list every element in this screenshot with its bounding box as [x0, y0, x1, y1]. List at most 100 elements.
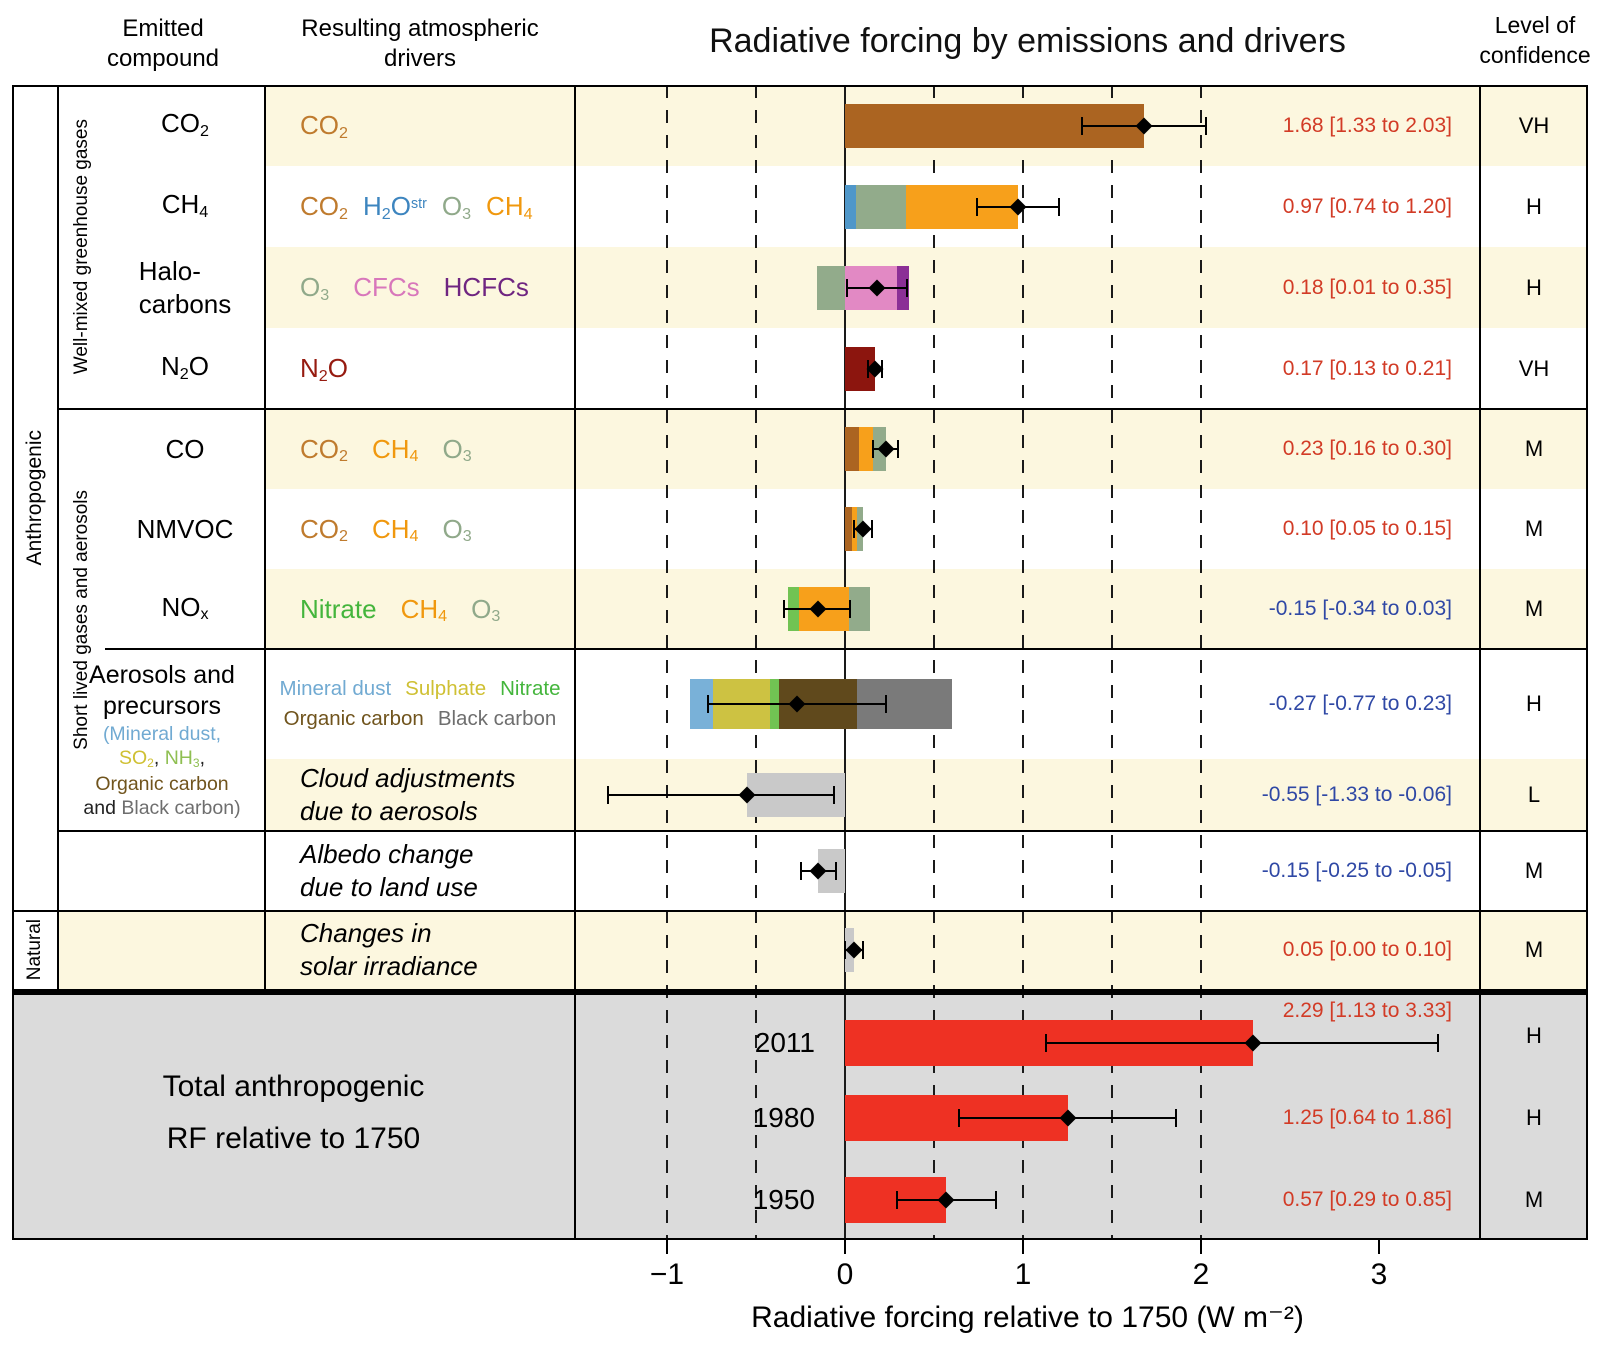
error-bar-cap — [849, 600, 852, 618]
forcing-value: 1.25 [0.64 to 1.86] — [1282, 1106, 1452, 1129]
error-bar-cap — [833, 786, 836, 804]
row-highlight-band — [265, 569, 1588, 649]
total-section-label: Total anthropogenic RF relative to 1750 — [12, 1048, 575, 1178]
error-bar-cap — [844, 941, 846, 959]
error-bar-cap — [872, 440, 875, 458]
row-highlight-band — [265, 409, 1588, 489]
compound-label: Halo-carbons — [138, 255, 232, 319]
gridline — [666, 85, 668, 1240]
driver-labels: Mineral dust Sulphate Nitrate Organic carbo… — [265, 649, 575, 759]
compound-detail-line: SO2, NH3, — [118, 747, 206, 770]
divider-line — [574, 85, 576, 1240]
divider-line — [264, 85, 266, 989]
group-label-well-mixed: Well-mixed greenhouse gases — [70, 119, 92, 375]
chart-title: Radiative forcing by emissions and drive… — [709, 22, 1346, 60]
error-bar-cap — [783, 600, 786, 618]
confidence-level: VH — [1518, 112, 1550, 138]
gridline — [1111, 85, 1113, 1240]
error-bar-cap — [884, 695, 887, 713]
error-bar-cap — [607, 786, 610, 804]
error-bar-cap — [870, 520, 873, 538]
error-bar-cap — [835, 862, 838, 880]
gridline — [1022, 85, 1024, 1240]
figure-border — [12, 85, 1588, 1240]
axis-tick-label: 2 — [1192, 1258, 1210, 1291]
total-separator-line — [12, 989, 1588, 995]
axis-tick-label: −1 — [649, 1258, 685, 1291]
axis-tick — [1200, 1240, 1202, 1254]
forcing-value: 0.57 [0.29 to 0.85] — [1282, 1187, 1452, 1211]
error-bar-cap — [845, 278, 848, 297]
driver-label: CO2 — [300, 433, 348, 466]
error-bar-cap — [895, 1190, 898, 1209]
driver-labels: Nitrate CH4 O3 — [265, 569, 575, 649]
confidence-level: M — [1524, 596, 1544, 621]
bar-segment — [690, 679, 714, 729]
compound-label: CH4 — [161, 189, 209, 221]
compound-label: NOx — [161, 591, 209, 624]
confidence-level: M — [1524, 516, 1544, 541]
gridline — [755, 85, 757, 1240]
driver-label: O3 — [300, 272, 330, 304]
header-line: confidence — [1479, 42, 1591, 68]
axis-tick — [666, 1240, 668, 1254]
confidence-level: H — [1526, 274, 1542, 300]
confidence-level: H — [1526, 691, 1542, 716]
error-bar-cap — [1205, 116, 1208, 135]
group-label-anthropogenic: Anthropogenic — [23, 430, 46, 566]
driver-description: Cloud adjustments due to aerosols — [300, 763, 516, 826]
total-year-label: 2011 — [754, 1027, 815, 1058]
error-bar-cap — [799, 862, 802, 880]
error-bar-line — [608, 794, 835, 796]
header-line: Level of — [1494, 12, 1576, 38]
row-highlight-band — [58, 911, 1588, 989]
driver-label: O3 — [471, 593, 501, 626]
axis-tick-label: 1 — [1014, 1258, 1032, 1291]
driver-labels: N2O — [265, 328, 575, 409]
compound-label: N2O — [161, 351, 209, 383]
divider-line — [58, 408, 1588, 410]
total-label-line: RF relative to 1750 — [166, 1122, 421, 1155]
driver-label: CH4 — [371, 433, 419, 466]
forcing-value: 2.29 [1.13 to 3.33] — [1282, 999, 1452, 1022]
total-year-label: 1950 — [752, 1183, 815, 1215]
forcing-value: -0.15 [-0.25 to -0.05] — [1261, 859, 1452, 882]
error-bar-cap — [706, 695, 709, 713]
divider-line — [105, 648, 1588, 650]
driver-label: CFCs — [353, 272, 420, 302]
driver-label: CH4 — [371, 513, 419, 546]
compound-label: CO — [165, 433, 205, 464]
error-bar-cap — [906, 278, 909, 297]
driver-label: CO2 — [300, 513, 348, 546]
driver-label: Nitrate — [300, 593, 377, 624]
compound-label: CO2 — [161, 108, 209, 140]
forcing-value: -0.27 [-0.77 to 0.23] — [1268, 692, 1452, 715]
compound-label: NMVOC — [136, 513, 234, 544]
total-label-line: Total anthropogenic — [162, 1070, 425, 1103]
confidence-level: M — [1524, 436, 1544, 461]
compound-detail-line: Organic carbon — [95, 773, 229, 795]
bar-segment — [859, 427, 874, 471]
forcing-value: 0.97 [0.74 to 1.20] — [1282, 194, 1452, 218]
zero-axis-line — [844, 85, 846, 1240]
confidence-level: M — [1524, 937, 1544, 962]
error-bar-cap — [995, 1190, 998, 1209]
compound-label-aerosols: Aerosols and precursors (Mineral dust, SO2,… — [62, 649, 262, 831]
error-bar-cap — [852, 520, 855, 538]
axis-tick — [1378, 1240, 1380, 1254]
total-year-label: 1980 — [752, 1102, 815, 1133]
bar-segment — [845, 184, 856, 229]
driver-label: O3 — [442, 433, 472, 466]
forcing-value: 0.17 [0.13 to 0.21] — [1282, 356, 1452, 380]
error-bar-cap — [957, 1109, 960, 1127]
compound-detail-line: and Black carbon) — [83, 797, 241, 819]
driver-labels: O3 CFCs HCFCs — [265, 247, 575, 328]
column-header-confidence: Level of confidence — [1470, 10, 1600, 70]
row-highlight-band — [265, 247, 1588, 328]
header-line: compound — [106, 45, 220, 72]
bar-segment — [845, 507, 853, 551]
row-highlight-band — [265, 759, 1588, 831]
confidence-level: VH — [1518, 355, 1550, 381]
error-bar-cap — [897, 440, 900, 458]
driver-label: O3 — [441, 191, 472, 223]
